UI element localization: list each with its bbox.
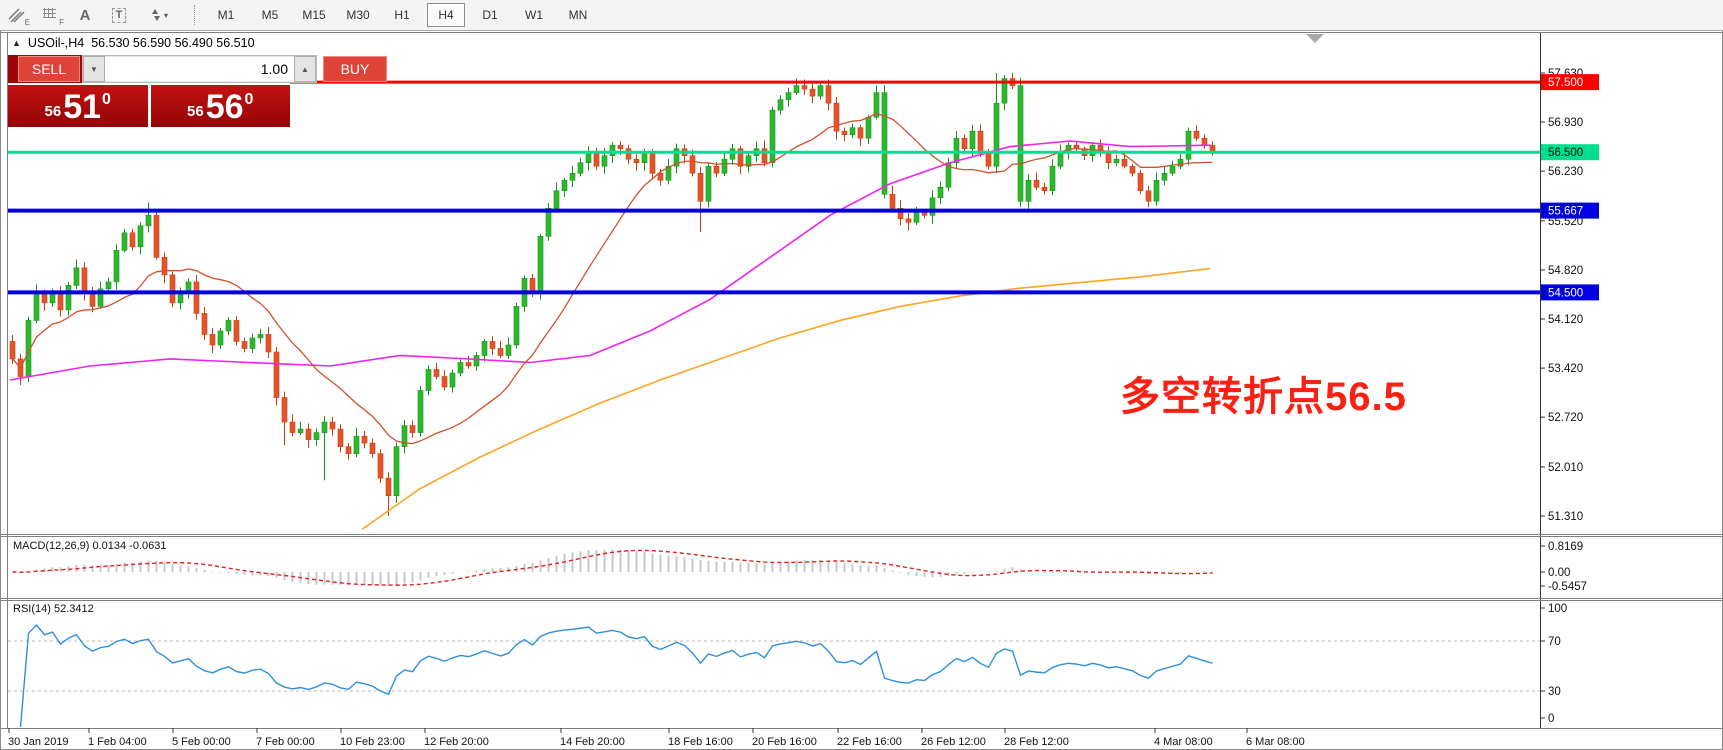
sell-price-sup: 0 bbox=[102, 91, 111, 108]
svg-text:30: 30 bbox=[1548, 686, 1561, 698]
svg-text:1 Feb 04:00: 1 Feb 04:00 bbox=[88, 736, 147, 748]
sell-price-main: 51 bbox=[63, 88, 102, 126]
svg-text:28 Feb 12:00: 28 Feb 12:00 bbox=[1004, 736, 1069, 748]
svg-text:6 Mar 08:00: 6 Mar 08:00 bbox=[1246, 736, 1305, 748]
svg-text:20 Feb 16:00: 20 Feb 16:00 bbox=[752, 736, 817, 748]
one-click-trade-panel: SELL ▼ ▲ BUY 56 51 0 56 56 0 bbox=[8, 55, 387, 127]
macd-panel: MACD(12,26,9) 0.0134 -0.0631 bbox=[12, 540, 1214, 587]
moving-averages bbox=[9, 112, 1213, 530]
dropdown-caret-icon: ▾ bbox=[163, 10, 168, 20]
candlesticks bbox=[9, 73, 1216, 516]
cursor-arrows-icon bbox=[151, 9, 160, 21]
draw-lines-button[interactable]: E bbox=[2, 3, 32, 27]
svg-text:22 Feb 16:00: 22 Feb 16:00 bbox=[837, 736, 902, 748]
svg-text:52.010: 52.010 bbox=[1548, 462, 1583, 474]
svg-text:-0.5457: -0.5457 bbox=[1548, 581, 1587, 593]
svg-text:54.120: 54.120 bbox=[1548, 314, 1583, 326]
grid-badge: F bbox=[59, 18, 64, 27]
svg-text:54.500: 54.500 bbox=[1548, 287, 1583, 299]
cursor-tools-button[interactable]: ▾ bbox=[138, 3, 178, 27]
timeframe-h4[interactable]: H4 bbox=[427, 3, 465, 27]
volume-input[interactable] bbox=[105, 57, 294, 81]
svg-text:100: 100 bbox=[1548, 603, 1567, 615]
volume-increase-button[interactable]: ▲ bbox=[294, 56, 316, 82]
sell-price-prefix: 56 bbox=[44, 103, 62, 120]
text-box-button[interactable]: T bbox=[104, 3, 134, 27]
timeframe-h1[interactable]: H1 bbox=[394, 8, 410, 22]
down-arrow-icon: ▼ bbox=[90, 64, 98, 74]
svg-text:10 Feb 23:00: 10 Feb 23:00 bbox=[340, 736, 405, 748]
text-label-button[interactable]: A bbox=[70, 3, 100, 27]
timeframe-m30[interactable]: M30 bbox=[346, 8, 370, 22]
sell-button[interactable]: SELL bbox=[18, 56, 80, 82]
timeframe-d1[interactable]: D1 bbox=[482, 8, 498, 22]
symbol-title: USOil-,H4 bbox=[27, 36, 85, 50]
svg-text:4 Mar 08:00: 4 Mar 08:00 bbox=[1154, 736, 1213, 748]
up-arrow-icon: ▲ bbox=[301, 64, 309, 74]
trade-buttons-row: SELL ▼ ▲ BUY bbox=[8, 55, 387, 83]
grid-button[interactable]: F bbox=[36, 3, 66, 27]
timeframe-mn[interactable]: MN bbox=[568, 8, 588, 22]
svg-text:51.310: 51.310 bbox=[1548, 511, 1583, 523]
time-axis[interactable]: 30 Jan 2019 1 Feb 04:00 5 Feb 00:00 7 Feb 0… bbox=[8, 728, 1305, 748]
svg-text:5 Feb 00:00: 5 Feb 00:00 bbox=[172, 736, 231, 748]
price-quote-row: 56 51 0 56 56 0 bbox=[8, 83, 290, 127]
volume-decrease-button[interactable]: ▼ bbox=[83, 56, 105, 82]
svg-text:55.520: 55.520 bbox=[1548, 216, 1583, 228]
buy-price-display[interactable]: 56 56 0 bbox=[150, 85, 290, 127]
svg-text:54.820: 54.820 bbox=[1548, 265, 1583, 277]
text-box-icon: T bbox=[111, 7, 127, 23]
svg-text:30 Jan 2019: 30 Jan 2019 bbox=[8, 736, 69, 748]
sell-price-display[interactable]: 56 51 0 bbox=[8, 85, 148, 127]
price-axis[interactable]: 57.63056.93056.23055.52054.82054.12053.4… bbox=[1540, 68, 1599, 725]
collapse-triangle-icon[interactable]: ▲ bbox=[12, 38, 21, 48]
svg-text:53.420: 53.420 bbox=[1548, 363, 1583, 375]
svg-text:0.8169: 0.8169 bbox=[1548, 541, 1583, 553]
buy-price-sup: 0 bbox=[244, 91, 254, 108]
svg-text:56.500: 56.500 bbox=[1548, 147, 1583, 159]
svg-text:26 Feb 12:00: 26 Feb 12:00 bbox=[921, 736, 986, 748]
svg-text:57.500: 57.500 bbox=[1548, 77, 1583, 89]
svg-text:56.230: 56.230 bbox=[1548, 166, 1583, 178]
draw-lines-badge: E bbox=[24, 18, 30, 27]
svg-text:RSI(14) 52.3412: RSI(14) 52.3412 bbox=[13, 603, 94, 615]
ohlc-readout: 56.530 56.590 56.490 56.510 bbox=[91, 36, 255, 50]
svg-text:55.667: 55.667 bbox=[1548, 206, 1583, 218]
svg-text:56.930: 56.930 bbox=[1548, 117, 1583, 129]
buy-price-main: 56 bbox=[205, 88, 244, 126]
svg-text:7 Feb 00:00: 7 Feb 00:00 bbox=[256, 736, 315, 748]
svg-text:18 Feb 16:00: 18 Feb 16:00 bbox=[668, 736, 733, 748]
timeframe-m5[interactable]: M5 bbox=[261, 8, 279, 22]
toolbar-separator bbox=[194, 5, 196, 25]
grid-icon bbox=[43, 8, 56, 18]
volume-cluster: ▼ ▲ bbox=[82, 55, 317, 83]
rsi-panel: RSI(14) 52.3412 bbox=[8, 603, 1540, 728]
svg-text:70: 70 bbox=[1548, 636, 1561, 648]
buy-button[interactable]: BUY bbox=[323, 56, 387, 82]
timeframe-m15[interactable]: M15 bbox=[302, 8, 326, 22]
svg-text:MACD(12,26,9) 0.0134 -0.0631: MACD(12,26,9) 0.0134 -0.0631 bbox=[13, 540, 166, 552]
symbol-header: ▲ USOil-,H4 56.530 56.590 56.490 56.510 bbox=[12, 36, 255, 50]
toolbar: E F A T ▾ M1 M5 bbox=[0, 0, 1723, 31]
svg-text:52.720: 52.720 bbox=[1548, 412, 1583, 424]
chart-frame bbox=[1, 32, 1722, 729]
buy-price-prefix: 56 bbox=[187, 103, 204, 120]
timeframe-w1[interactable]: W1 bbox=[525, 8, 543, 22]
chart-shift-marker[interactable] bbox=[1306, 34, 1324, 43]
draw-lines-icon bbox=[8, 8, 25, 23]
svg-text:12 Feb 20:00: 12 Feb 20:00 bbox=[424, 736, 489, 748]
svg-text:0.00: 0.00 bbox=[1548, 567, 1570, 579]
text-label-icon: A bbox=[79, 6, 91, 24]
svg-text:14 Feb 20:00: 14 Feb 20:00 bbox=[560, 736, 625, 748]
timeframe-m1[interactable]: M1 bbox=[217, 8, 235, 22]
svg-text:0: 0 bbox=[1548, 713, 1554, 725]
chart-window[interactable] bbox=[0, 30, 1723, 750]
chart-annotation-text: 多空转折点56.5 bbox=[1120, 375, 1407, 419]
